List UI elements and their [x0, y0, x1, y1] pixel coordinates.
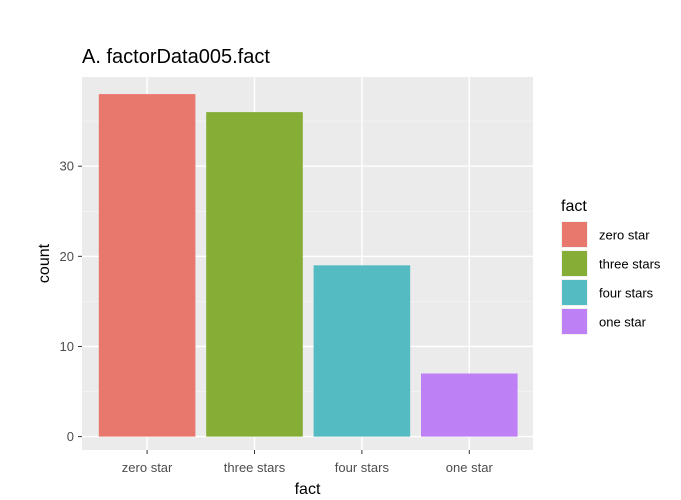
bar-three-stars [206, 112, 303, 437]
legend-swatch [562, 309, 587, 334]
legend-swatch [562, 222, 587, 247]
x-tick-label: three stars [224, 460, 286, 475]
legend-label: three stars [599, 257, 661, 272]
bar-zero-star [98, 94, 196, 437]
x-axis: zero star three stars four stars one star [122, 450, 494, 475]
legend-label: one star [599, 315, 647, 330]
legend: fact zero star three stars four stars one s… [561, 198, 661, 335]
x-axis-title: fact [295, 481, 321, 498]
x-tick-label: one star [446, 460, 494, 475]
legend-swatch [562, 251, 587, 276]
legend-title: fact [561, 198, 587, 215]
y-tick-label: 10 [60, 339, 74, 354]
chart-title: A. factorData005.fact [82, 46, 270, 68]
y-tick-label: 20 [60, 249, 74, 264]
bars [98, 94, 518, 437]
bar-one-star [421, 373, 518, 437]
y-tick-label: 30 [60, 159, 74, 174]
legend-swatch [562, 280, 587, 305]
y-axis: 0 10 20 30 [60, 159, 82, 444]
x-tick-label: four stars [335, 460, 390, 475]
bar-four-stars [313, 265, 411, 437]
legend-label: zero star [599, 228, 650, 243]
y-axis-title: count [36, 243, 53, 283]
y-tick-label: 0 [67, 429, 74, 444]
x-tick-label: zero star [122, 460, 173, 475]
legend-label: four stars [599, 286, 654, 301]
